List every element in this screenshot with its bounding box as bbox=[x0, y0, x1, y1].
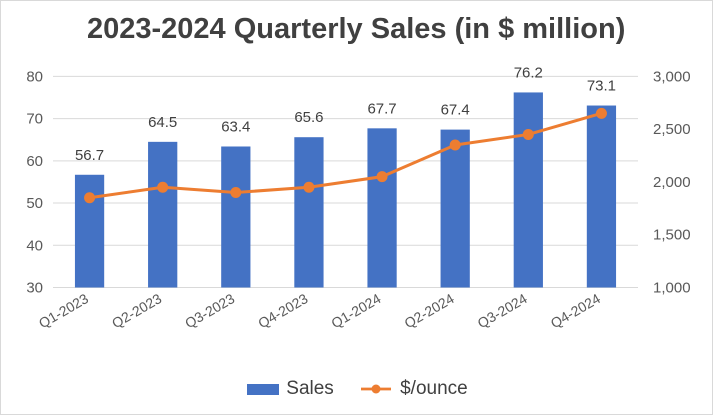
svg-text:Q2-2024: Q2-2024 bbox=[402, 290, 457, 331]
svg-text:76.2: 76.2 bbox=[514, 64, 543, 81]
svg-text:1,000: 1,000 bbox=[653, 280, 691, 297]
svg-text:Q4-2023: Q4-2023 bbox=[255, 290, 310, 331]
svg-text:50: 50 bbox=[26, 195, 43, 212]
svg-text:Q3-2024: Q3-2024 bbox=[475, 290, 530, 331]
svg-text:73.1: 73.1 bbox=[587, 78, 616, 95]
svg-text:Q1-2024: Q1-2024 bbox=[328, 290, 383, 331]
svg-text:Q3-2023: Q3-2023 bbox=[182, 290, 237, 331]
svg-text:1,500: 1,500 bbox=[653, 227, 691, 244]
svg-text:2,000: 2,000 bbox=[653, 174, 691, 191]
svg-text:67.4: 67.4 bbox=[441, 102, 470, 119]
svg-text:64.5: 64.5 bbox=[148, 114, 177, 131]
svg-text:Q4-2024: Q4-2024 bbox=[548, 290, 603, 331]
svg-text:65.6: 65.6 bbox=[294, 109, 323, 126]
svg-text:Q1-2023: Q1-2023 bbox=[36, 290, 91, 331]
svg-text:30: 30 bbox=[26, 280, 43, 297]
svg-text:60: 60 bbox=[26, 153, 43, 170]
svg-text:70: 70 bbox=[26, 111, 43, 128]
svg-text:3,000: 3,000 bbox=[653, 68, 691, 85]
svg-text:40: 40 bbox=[26, 237, 43, 254]
svg-text:2,500: 2,500 bbox=[653, 121, 691, 138]
svg-text:63.4: 63.4 bbox=[221, 118, 250, 135]
svg-text:56.7: 56.7 bbox=[75, 147, 104, 164]
svg-text:80: 80 bbox=[26, 68, 43, 85]
svg-text:Q2-2023: Q2-2023 bbox=[109, 290, 164, 331]
svg-text:67.7: 67.7 bbox=[367, 100, 396, 117]
